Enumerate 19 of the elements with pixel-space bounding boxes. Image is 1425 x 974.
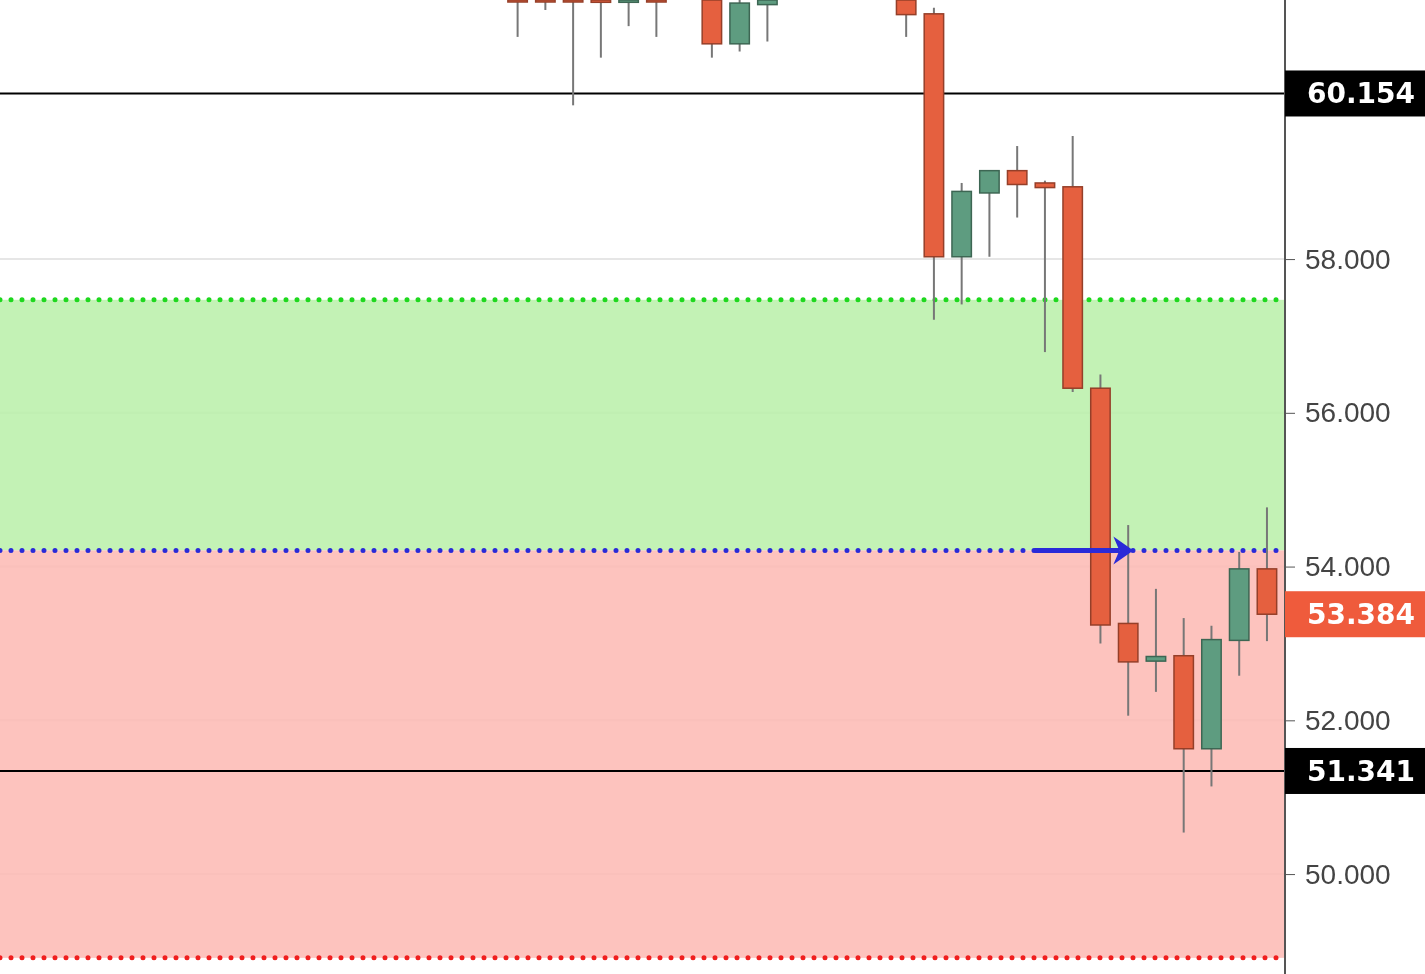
y-tick-label: 58.000 [1305, 243, 1391, 275]
candlestick [562, 0, 584, 107]
candlestick [756, 0, 778, 43]
ref-line-label: 60.154 [1307, 77, 1416, 111]
ref-line-label: 51.341 [1307, 754, 1416, 788]
candlestick [895, 0, 917, 38]
candlestick [590, 0, 612, 59]
candlestick [978, 169, 1000, 258]
candlestick [1006, 145, 1028, 219]
y-tick-label: 56.000 [1305, 397, 1391, 429]
y-tick-label: 52.000 [1305, 704, 1391, 736]
candlestick [645, 0, 667, 38]
y-tick-label: 54.000 [1305, 551, 1391, 583]
y-tick-label: 50.000 [1305, 858, 1391, 890]
text: 53.384 [1307, 598, 1416, 632]
candlestick [507, 0, 529, 38]
candlestick [1034, 179, 1056, 354]
candlestick [618, 0, 640, 28]
candlestick [1145, 587, 1167, 693]
